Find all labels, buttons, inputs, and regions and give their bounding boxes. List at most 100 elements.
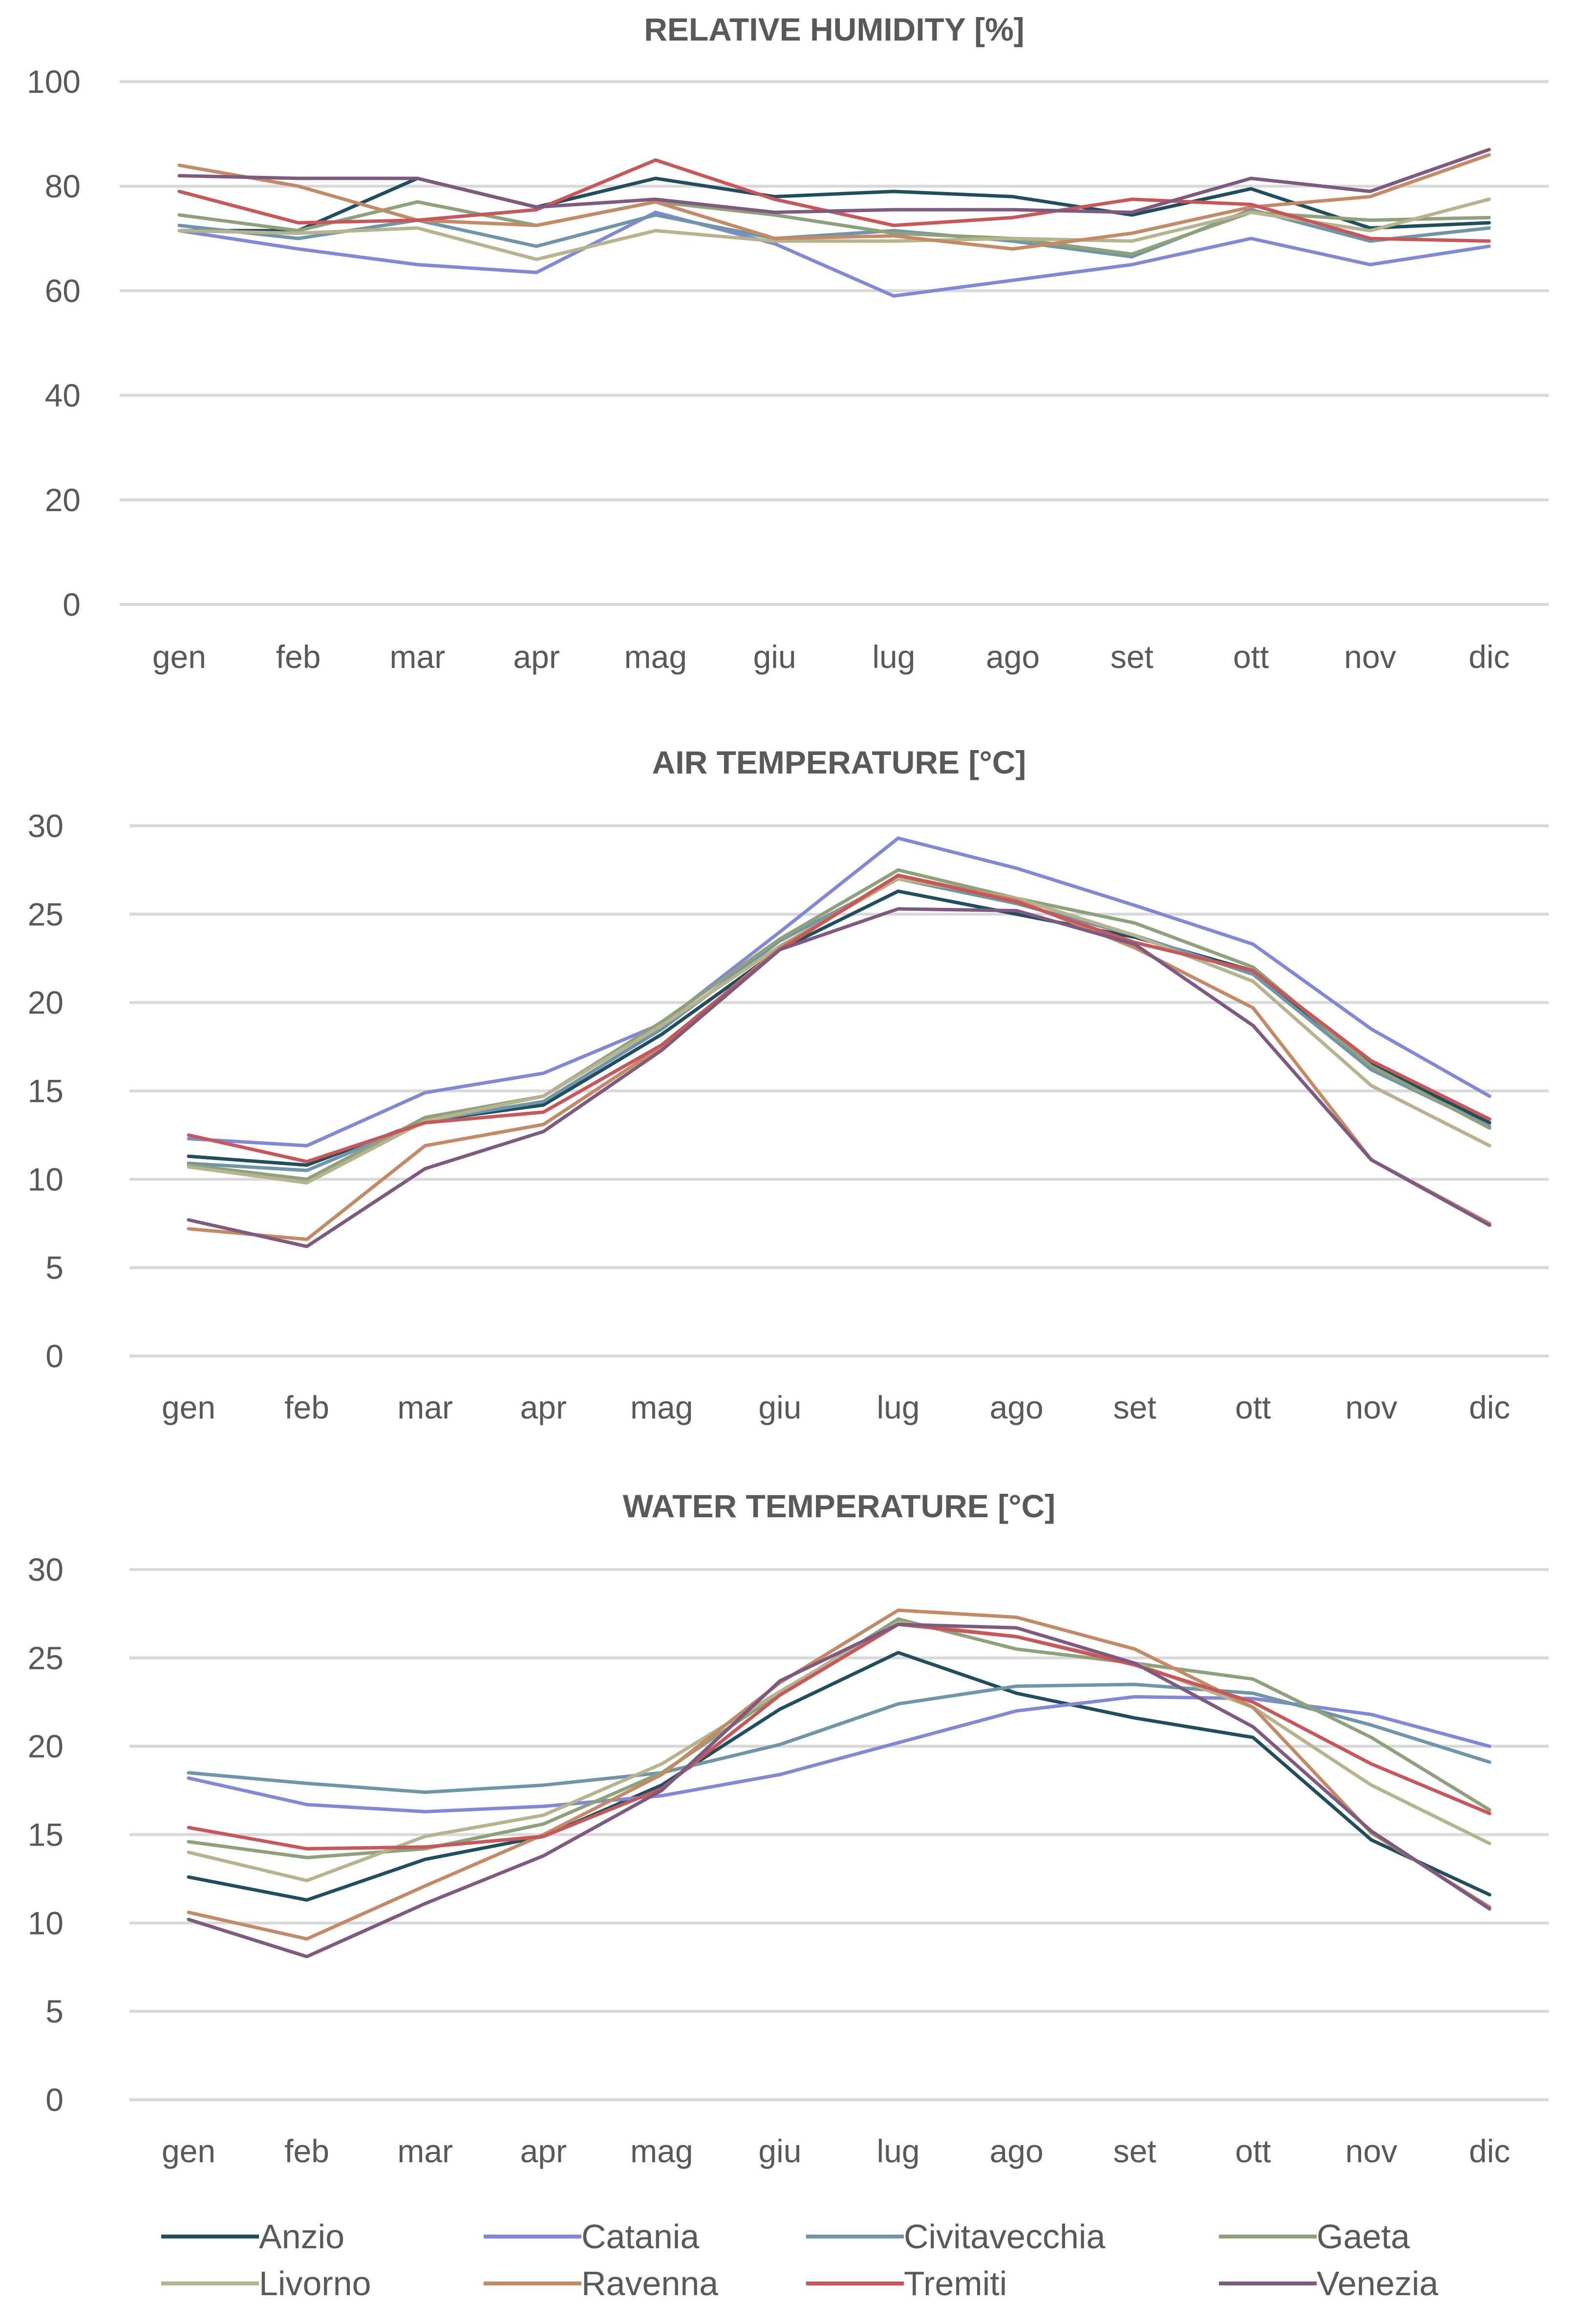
x-tick-label: mag <box>630 1389 693 1425</box>
x-tick-label: set <box>1113 1389 1156 1425</box>
x-tick-label: nov <box>1345 2133 1397 2169</box>
series-line-venezia <box>177 148 1491 214</box>
x-tick-label: giu <box>758 2133 801 2169</box>
chart-air-temperature: AIR TEMPERATURE [°C] 0 5 10 15 20 25 30 gen feb ma… <box>28 744 1549 1425</box>
legend-label: Tremiti <box>904 2264 1007 2302</box>
series-line-gaeta <box>187 1617 1492 1859</box>
y-tick-label: 20 <box>28 985 64 1021</box>
x-tick-label: apr <box>520 2133 567 2169</box>
series-line-tremiti <box>187 873 1492 1163</box>
series-line-livorno <box>177 197 1491 261</box>
x-tick-label: gen <box>162 2133 215 2169</box>
y-tick-label: 0 <box>45 1338 64 1374</box>
series-line-gaeta <box>187 868 1492 1181</box>
y-tick-label: 20 <box>28 1728 64 1765</box>
x-tick-label: feb <box>284 2133 329 2169</box>
series-line-venezia <box>187 907 1492 1248</box>
x-tick-label: gen <box>152 639 206 675</box>
chart-title: AIR TEMPERATURE [°C] <box>652 744 1026 780</box>
legend-item-gaeta: Gaeta <box>1219 2217 1410 2256</box>
y-tick-label: 5 <box>45 1249 64 1286</box>
x-tick-label: ott <box>1235 2133 1271 2169</box>
x-tick-label: apr <box>513 639 559 675</box>
y-tick-label: 30 <box>28 808 64 844</box>
x-tick-label: nov <box>1345 1389 1397 1425</box>
x-tick-label: ago <box>990 1389 1044 1425</box>
y-tick-label: 25 <box>28 1640 64 1676</box>
x-tick-label: ago <box>986 639 1040 675</box>
x-tick-label: dic <box>1469 2133 1510 2169</box>
legend-label: Gaeta <box>1317 2217 1410 2256</box>
legend-label: Livorno <box>259 2264 371 2302</box>
legend-item-livorno: Livorno <box>161 2264 371 2302</box>
legend-label: Catania <box>581 2217 699 2256</box>
series-line-civitavecchia <box>187 1682 1492 1794</box>
legend-item-civitavecchia: Civitavecchia <box>806 2217 1105 2256</box>
x-tick-label: mar <box>390 639 446 675</box>
x-tick-label: mar <box>397 1389 453 1425</box>
series-line-anzio <box>187 1651 1492 1902</box>
legend-item-tremiti: Tremiti <box>806 2264 1007 2302</box>
y-tick-label: 80 <box>45 168 81 204</box>
series-line-catania <box>187 836 1492 1148</box>
x-tick-label: gen <box>162 1389 215 1425</box>
series-line-ravenna <box>187 1608 1492 1941</box>
series-line-venezia <box>187 1622 1492 1958</box>
x-tick-label: dic <box>1469 1389 1510 1425</box>
x-tick-label: feb <box>276 639 321 675</box>
x-tick-label: giu <box>758 1389 801 1425</box>
legend-item-catania: Catania <box>484 2217 699 2256</box>
x-tick-label: mag <box>630 2133 693 2169</box>
legend-label: Anzio <box>259 2217 344 2256</box>
series-line-gaeta <box>177 200 1491 256</box>
x-tick-label: feb <box>284 1389 329 1425</box>
x-tick-label: set <box>1113 2133 1156 2169</box>
legend-label: Venezia <box>1317 2264 1438 2302</box>
x-tick-label: lug <box>872 639 915 675</box>
y-tick-label: 40 <box>45 377 81 413</box>
y-tick-label: 20 <box>45 482 81 518</box>
y-tick-label: 0 <box>45 2082 64 2118</box>
legend-item-anzio: Anzio <box>161 2217 344 2256</box>
x-tick-label: lug <box>877 1389 920 1425</box>
legend: Anzio Catania Civitavecchia Gaeta Livorno Rav… <box>161 2217 1438 2302</box>
y-tick-label: 10 <box>28 1161 64 1197</box>
x-tick-label: ott <box>1233 639 1269 675</box>
y-tick-label: 15 <box>28 1073 64 1109</box>
x-tick-label: apr <box>520 1389 567 1425</box>
series-line-catania <box>177 211 1491 298</box>
x-tick-label: lug <box>877 2133 920 2169</box>
x-tick-label: giu <box>753 639 796 675</box>
y-tick-label: 15 <box>28 1817 64 1853</box>
x-tick-label: nov <box>1344 639 1396 675</box>
y-tick-label: 25 <box>28 896 64 932</box>
series-line-catania <box>187 1695 1492 1813</box>
series-line-anzio <box>187 889 1492 1167</box>
x-tick-label: set <box>1110 639 1153 675</box>
series-line-tremiti <box>187 1622 1492 1851</box>
series-line-anzio <box>177 176 1491 233</box>
x-tick-label: dic <box>1469 639 1510 675</box>
chart-title: RELATIVE HUMIDITY [%] <box>644 11 1024 47</box>
y-tick-label: 60 <box>45 273 81 309</box>
series-line-livorno <box>187 1621 1492 1882</box>
chart-water-temperature: WATER TEMPERATURE [°C] 0 5 10 15 20 25 30 gen feb… <box>28 1488 1549 2169</box>
x-tick-label: ott <box>1235 1389 1271 1425</box>
y-tick-label: 30 <box>28 1551 64 1588</box>
y-tick-label: 10 <box>28 1905 64 1941</box>
chart-title: WATER TEMPERATURE [°C] <box>623 1488 1056 1524</box>
y-tick-label: 0 <box>63 586 81 623</box>
legend-label: Civitavecchia <box>904 2217 1105 2256</box>
x-tick-label: mar <box>397 2133 453 2169</box>
legend-item-ravenna: Ravenna <box>484 2264 718 2302</box>
series-line-civitavecchia <box>187 877 1492 1172</box>
chart-relative-humidity: RELATIVE HUMIDITY [%] 0 20 40 60 80 100 gen feb m… <box>27 11 1549 675</box>
legend-item-venezia: Venezia <box>1219 2264 1438 2302</box>
y-tick-label: 100 <box>27 64 81 100</box>
legend-label: Ravenna <box>581 2264 718 2302</box>
x-tick-label: ago <box>990 2133 1044 2169</box>
y-tick-label: 5 <box>45 1993 64 2029</box>
x-tick-label: mag <box>624 639 687 675</box>
